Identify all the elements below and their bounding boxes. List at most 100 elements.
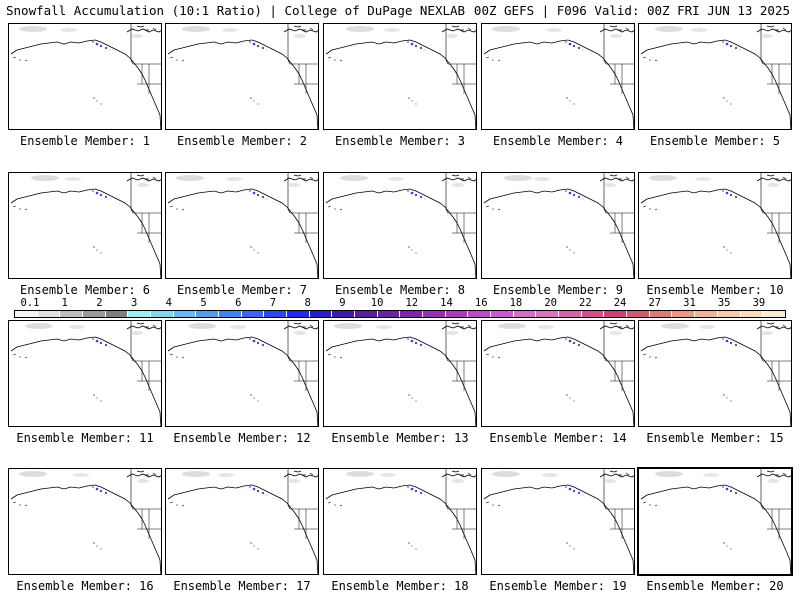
colorbar-swatch bbox=[83, 311, 106, 317]
colorbar-swatch bbox=[355, 311, 378, 317]
map-svg bbox=[483, 173, 634, 278]
map-svg bbox=[325, 24, 476, 129]
ensemble-panel[interactable] bbox=[638, 320, 792, 427]
colorbar-tick-label: 9 bbox=[339, 297, 346, 309]
ensemble-panel[interactable] bbox=[638, 172, 792, 279]
panel-label: Ensemble Member: 6 bbox=[19, 283, 151, 297]
panel-label: Ensemble Member: 5 bbox=[649, 134, 781, 148]
colorbar-swatch bbox=[219, 311, 242, 317]
ensemble-panel[interactable] bbox=[165, 468, 319, 575]
ensemble-panel[interactable] bbox=[481, 468, 635, 575]
colorbar-swatch bbox=[604, 311, 628, 317]
ensemble-panel[interactable] bbox=[481, 172, 635, 279]
model-run-info: 00Z GEFS | F096 Valid: 00Z FRI JUN 13 20… bbox=[473, 3, 790, 18]
colorbar-swatch bbox=[264, 311, 288, 317]
ensemble-panel[interactable] bbox=[323, 320, 477, 427]
panel-label: Ensemble Member: 1 bbox=[19, 134, 151, 148]
colorbar-tick-label: 27 bbox=[648, 297, 662, 309]
ensemble-panel[interactable] bbox=[481, 23, 635, 130]
panel-label: Ensemble Member: 14 bbox=[489, 431, 627, 445]
map-svg bbox=[167, 24, 318, 129]
colorbar-tick-label: 7 bbox=[269, 297, 277, 309]
colorbar-swatch bbox=[287, 311, 310, 317]
map-svg bbox=[167, 173, 318, 278]
panel-label: Ensemble Member: 8 bbox=[334, 283, 466, 297]
colorbar-swatch bbox=[468, 311, 492, 317]
colorbar-tick-label: 12 bbox=[405, 297, 419, 309]
colorbar-tick-label: 22 bbox=[579, 297, 592, 309]
colorbar-tick-label: 35 bbox=[717, 297, 731, 309]
colorbar-tick-label: 2 bbox=[96, 297, 103, 309]
colorbar-swatch bbox=[400, 311, 424, 317]
panel-label: Ensemble Member: 17 bbox=[173, 579, 311, 593]
colorbar-tick-label: 24 bbox=[613, 297, 627, 309]
colorbar-swatch bbox=[581, 311, 605, 317]
colorbar-swatch bbox=[672, 311, 696, 317]
colorbar-tick-label: 1 bbox=[61, 297, 68, 309]
colorbar-swatch bbox=[196, 311, 220, 317]
colorbar-swatch bbox=[513, 311, 537, 317]
ensemble-panel[interactable] bbox=[8, 172, 162, 279]
colorbar-tick-label: 14 bbox=[440, 297, 453, 309]
panel-label: Ensemble Member: 3 bbox=[334, 134, 466, 148]
map-svg bbox=[167, 321, 318, 426]
colorbar-swatch bbox=[445, 311, 469, 317]
colorbar-swatch bbox=[173, 311, 197, 317]
map-svg bbox=[483, 469, 634, 574]
colorbar-swatch bbox=[309, 311, 333, 317]
colorbar-swatch bbox=[559, 311, 582, 317]
map-svg bbox=[640, 173, 791, 278]
colorbar-swatch bbox=[332, 311, 356, 317]
map-svg bbox=[483, 321, 634, 426]
map-svg bbox=[325, 173, 476, 278]
colorbar-labels: 0.1 1 2 3 4 5 6 7 8 9 10 12 14 16 18 20 22 24 27 31 35 39 bbox=[0, 297, 800, 309]
colorbar-tick-label: 10 bbox=[370, 297, 384, 309]
colorbar-tick-label: 8 bbox=[304, 297, 311, 309]
colorbar-swatch bbox=[717, 311, 741, 317]
map-svg bbox=[10, 24, 161, 129]
colorbar-tick-label: 5 bbox=[200, 297, 207, 309]
panel-label: Ensemble Member: 11 bbox=[16, 431, 154, 445]
ensemble-panel[interactable] bbox=[637, 467, 793, 576]
ensemble-panel[interactable] bbox=[481, 320, 635, 427]
colorbar-swatch bbox=[536, 311, 560, 317]
colorbar-tick-label: 16 bbox=[474, 297, 488, 309]
colorbar-swatch bbox=[15, 311, 38, 317]
ensemble-panel[interactable] bbox=[323, 23, 477, 130]
colorbar-tick-label: 20 bbox=[544, 297, 557, 309]
colorbar-swatch bbox=[60, 311, 84, 317]
panel-label: Ensemble Member: 19 bbox=[489, 579, 627, 593]
colorbar-swatch bbox=[491, 311, 514, 317]
panel-label: Ensemble Member: 12 bbox=[173, 431, 311, 445]
ensemble-panel[interactable] bbox=[8, 468, 162, 575]
colorbar-swatch bbox=[128, 311, 152, 317]
ensemble-panel[interactable] bbox=[323, 468, 477, 575]
map-svg bbox=[640, 321, 791, 426]
panel-label: Ensemble Member: 9 bbox=[492, 283, 624, 297]
panel-label: Ensemble Member: 10 bbox=[646, 283, 784, 297]
colorbar-swatch bbox=[241, 311, 265, 317]
map-svg bbox=[640, 469, 791, 574]
colorbar-tick-label: 4 bbox=[165, 297, 172, 309]
panel-label: Ensemble Member: 15 bbox=[646, 431, 784, 445]
panel-label: Ensemble Member: 7 bbox=[176, 283, 308, 297]
ensemble-panel[interactable] bbox=[165, 23, 319, 130]
page-title: Snowfall Accumulation (10:1 Ratio) | Col… bbox=[6, 3, 466, 18]
colorbar-swatch bbox=[105, 311, 129, 317]
colorbar-swatch bbox=[740, 311, 764, 317]
colorbar-swatch bbox=[423, 311, 446, 317]
panel-label: Ensemble Member: 16 bbox=[16, 579, 154, 593]
ensemble-panel[interactable] bbox=[165, 320, 319, 427]
ensemble-panel[interactable] bbox=[165, 172, 319, 279]
ensemble-panel[interactable] bbox=[323, 172, 477, 279]
ensemble-panel[interactable] bbox=[8, 320, 162, 427]
colorbar-tick-label: 31 bbox=[683, 297, 696, 309]
colorbar bbox=[14, 310, 786, 318]
map-svg bbox=[325, 321, 476, 426]
panel-label: Ensemble Member: 20 bbox=[646, 579, 784, 593]
ensemble-panel[interactable] bbox=[8, 23, 162, 130]
panel-label: Ensemble Member: 18 bbox=[331, 579, 469, 593]
colorbar-tick-label: 39 bbox=[752, 297, 766, 309]
colorbar-swatch bbox=[37, 311, 61, 317]
ensemble-panel[interactable] bbox=[638, 23, 792, 130]
